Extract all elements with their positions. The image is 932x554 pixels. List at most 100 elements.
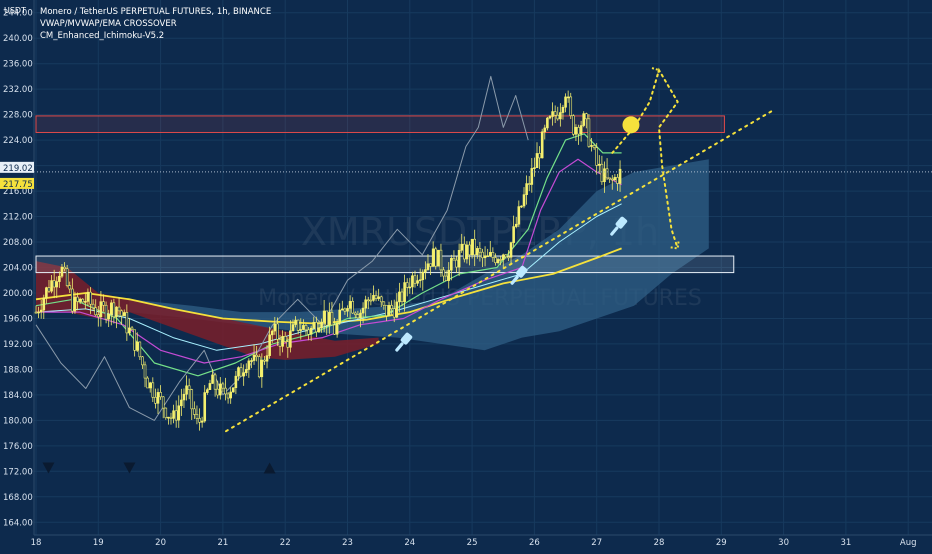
trendline (225, 110, 773, 433)
target-circle (622, 116, 640, 134)
candle-body (60, 266, 64, 277)
candle-body (610, 178, 614, 181)
candle-body (333, 324, 336, 335)
legend-indicator-ichimoku[interactable]: CM_Enhanced_Ichimoku-V5.2 (40, 31, 165, 41)
time-tick-label: 19 (93, 538, 104, 548)
price-tag-bg (0, 177, 34, 189)
candle-body (356, 314, 360, 319)
candle-body (117, 306, 121, 312)
time-tick-label: 25 (467, 538, 478, 548)
candle-body (585, 113, 588, 120)
candle-body (187, 385, 191, 390)
zone-resistance (35, 115, 725, 133)
triangle-down-icon (123, 462, 136, 474)
candle-body (364, 299, 367, 309)
candle-body (330, 312, 334, 326)
legend-symbol[interactable]: Monero / TetherUS PERPETUAL FUTURES, 1h,… (40, 7, 272, 17)
price-tick-label: 212.00 (3, 213, 33, 223)
candle-body (65, 268, 69, 286)
candle-body (185, 385, 188, 395)
candle-body (276, 323, 279, 340)
candle-body (437, 249, 440, 267)
candle-body (377, 296, 380, 299)
price-tick-label: 188.00 (3, 365, 33, 375)
candle-body (595, 147, 599, 166)
candle-body (533, 167, 536, 170)
candle-body (613, 177, 617, 181)
time-tick-label: 23 (342, 538, 353, 548)
candle-body (463, 243, 466, 260)
candle-body (135, 341, 139, 351)
candle-body (507, 256, 510, 259)
candle-body (361, 307, 365, 314)
projection-path (611, 67, 679, 250)
candle-body (566, 96, 570, 99)
candle-body (76, 296, 79, 302)
candle-body (250, 360, 253, 362)
candle-body (81, 298, 85, 303)
hand-palm (400, 332, 413, 345)
price-axis[interactable]: 164.00 168.00 172.00 176.00 180.00 184.00 188.… (0, 0, 35, 550)
candle-body (499, 259, 502, 261)
candle-body (42, 297, 46, 311)
candle-body (211, 374, 214, 384)
candle-body (325, 310, 329, 326)
projection-arrow-up (651, 67, 661, 78)
time-tick-label: Aug (900, 538, 917, 548)
candle-body (304, 325, 308, 331)
candle-body (398, 291, 401, 303)
candle-body (112, 302, 116, 318)
candle-body (115, 306, 118, 318)
candle-body (34, 311, 38, 314)
candle-body (63, 266, 66, 270)
candle-body (206, 389, 209, 393)
hand-palm (615, 216, 628, 229)
candle-body (203, 392, 207, 422)
candle-body (58, 275, 61, 282)
candle-body (408, 286, 412, 289)
candle-body (597, 163, 601, 166)
candle-body (190, 389, 194, 410)
candle-body (359, 312, 362, 319)
candle-body (387, 305, 391, 316)
candle-body (392, 308, 396, 318)
candle-body (465, 244, 469, 260)
candle-body (520, 205, 523, 208)
price-tick-label: 200.00 (3, 289, 33, 299)
candle-body (255, 354, 258, 357)
candle-body (237, 367, 240, 377)
time-tick-label: 18 (31, 538, 42, 548)
candle-body (213, 374, 217, 390)
candle-body (195, 414, 199, 419)
price-tick-label: 204.00 (3, 264, 33, 274)
candle-body (618, 168, 622, 184)
candle-body (154, 396, 157, 404)
time-axis[interactable]: 18 19 20 21 22 23 24 25 26 27 28 29 30 31 Aug (31, 534, 932, 548)
candle-body (369, 299, 373, 302)
candle-body (572, 115, 575, 135)
candle-body (73, 296, 77, 312)
candle-body (164, 407, 168, 419)
candle-body (538, 153, 541, 159)
time-tick-label: 28 (654, 538, 665, 548)
time-tick-label: 20 (155, 538, 166, 548)
candle-body (84, 301, 87, 303)
candle-body (273, 323, 277, 332)
candle-body (455, 259, 458, 268)
candle-body (224, 387, 227, 395)
candle-body (527, 183, 531, 185)
candle-body (141, 356, 144, 366)
candle-body (193, 408, 196, 415)
candle-body (522, 194, 526, 207)
candle-body (122, 312, 126, 317)
ema-green-line (35, 133, 622, 377)
legend-indicator-vwap[interactable]: VWAP/MVWAP/EMA CROSSOVER (40, 19, 177, 29)
candle-body (182, 393, 186, 401)
time-tick-label: 30 (778, 538, 789, 548)
candle-body (603, 168, 606, 183)
candle-body (413, 275, 417, 284)
candle-body (514, 223, 518, 227)
candle-body (496, 259, 500, 264)
hand-pointer-icon (610, 216, 628, 236)
